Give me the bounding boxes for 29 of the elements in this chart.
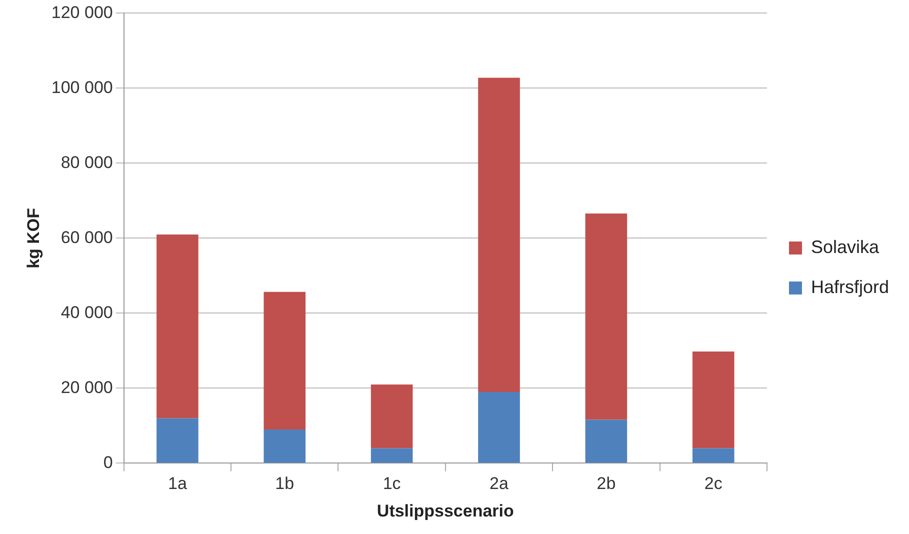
y-tick-label: 120 000 <box>51 2 113 22</box>
bar <box>478 78 520 392</box>
y-tick-label: 80 000 <box>60 152 113 172</box>
y-tick-label: 40 000 <box>60 302 113 322</box>
bar <box>370 448 413 463</box>
bar <box>585 420 628 463</box>
legend-label: Solavika <box>810 236 880 257</box>
bar <box>264 292 306 430</box>
x-tick-label: 2b <box>596 474 616 494</box>
x-tick-label: 1c <box>382 474 402 494</box>
y-tick-label: 0 <box>103 452 113 472</box>
bar <box>370 384 413 448</box>
x-axis-title: Utslippsscenario <box>376 501 514 520</box>
bar <box>156 234 198 418</box>
bar <box>585 213 628 420</box>
x-tick-label: 2a <box>490 474 510 494</box>
bar <box>156 418 198 463</box>
y-tick-label: 20 000 <box>60 378 113 397</box>
bar <box>692 448 734 463</box>
y-tick-label: 60 000 <box>60 228 113 247</box>
bar <box>264 429 306 463</box>
x-tick-label: 1a <box>168 474 188 494</box>
legend-label: Hafrsfjord <box>810 276 890 297</box>
x-tick-label: 2c <box>704 474 723 494</box>
y-tick-label: 100 000 <box>51 78 113 97</box>
y-axis-title: kg KOF <box>24 208 43 268</box>
bar <box>692 351 734 448</box>
bar <box>478 392 520 463</box>
x-tick-label: 1b <box>275 474 294 494</box>
